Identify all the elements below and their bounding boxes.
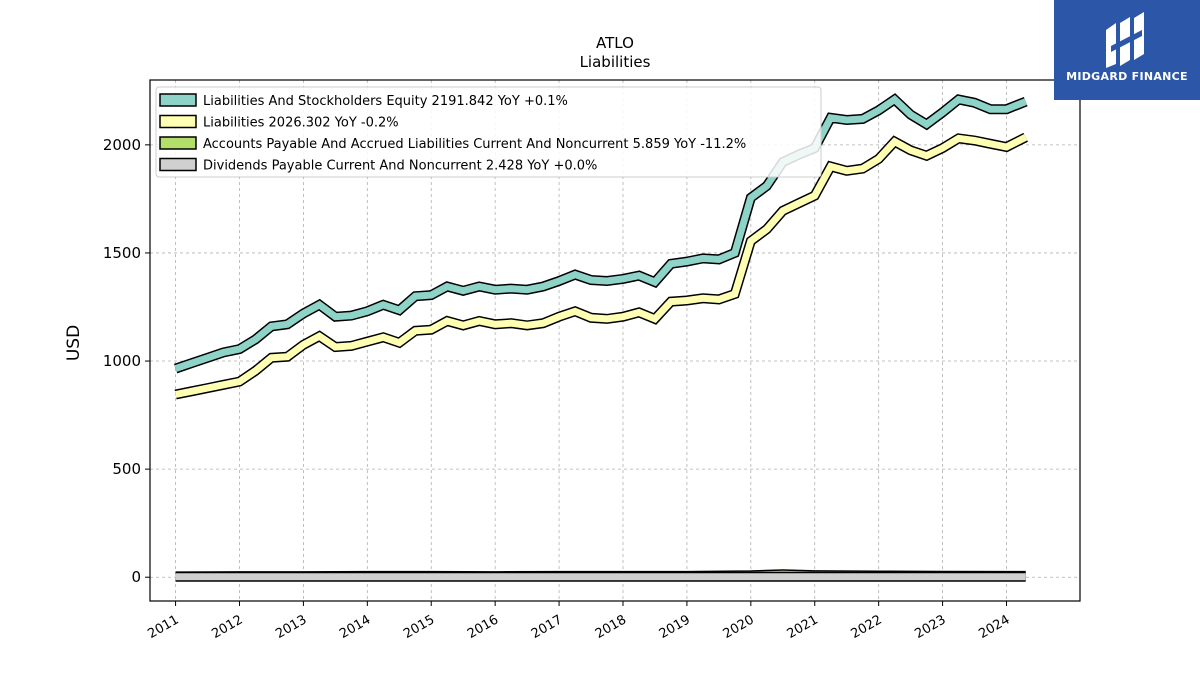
y-tick-label: 1000 bbox=[103, 352, 141, 370]
x-tick-label: 2012 bbox=[209, 612, 245, 642]
y-tick-label: 2000 bbox=[103, 136, 141, 154]
x-tick-label: 2018 bbox=[593, 612, 629, 642]
y-axis: 0 500 1000 1500 2000 bbox=[103, 136, 150, 586]
x-tick-label: 2023 bbox=[912, 612, 948, 642]
legend-label: Accounts Payable And Accrued Liabilities… bbox=[203, 137, 746, 152]
x-tick-label: 2015 bbox=[401, 612, 437, 642]
x-tick-label: 2022 bbox=[848, 612, 884, 642]
series-0 bbox=[173, 93, 1028, 374]
y-tick-label: 500 bbox=[112, 460, 141, 478]
x-tick-label: 2011 bbox=[145, 612, 181, 642]
legend: Liabilities And Stockholders Equity 2191… bbox=[155, 86, 822, 178]
x-tick-label: 2020 bbox=[721, 612, 757, 642]
x-tick-label: 2021 bbox=[785, 612, 821, 642]
x-axis: 2011 2012 2013 2014 2015 2016 2017 2018 2019 2020… bbox=[145, 601, 1012, 642]
brand-logo: MIDGARD FINANCE bbox=[1054, 0, 1200, 100]
legend-swatch bbox=[159, 157, 197, 172]
legend-swatch bbox=[159, 93, 197, 107]
legend-swatch bbox=[159, 136, 197, 150]
legend-label: Dividends Payable Current And Noncurrent… bbox=[203, 159, 597, 174]
x-tick-label: 2016 bbox=[465, 612, 501, 642]
series-line bbox=[174, 134, 1028, 398]
plot-frame bbox=[149, 79, 1081, 602]
series-layer bbox=[173, 93, 1028, 582]
chart-subtitle: Liabilities bbox=[580, 53, 651, 71]
y-axis-label: USD bbox=[64, 325, 84, 361]
brand-name: MIDGARD FINANCE bbox=[1066, 70, 1188, 83]
y-tick-label: 0 bbox=[131, 568, 141, 586]
legend-box bbox=[155, 86, 822, 178]
x-tick-label: 2019 bbox=[657, 612, 693, 642]
x-tick-label: 2014 bbox=[337, 612, 373, 642]
x-tick-label: 2017 bbox=[529, 612, 565, 642]
series-1 bbox=[174, 132, 1028, 400]
legend-label: Liabilities And Stockholders Equity 2191… bbox=[203, 94, 568, 109]
legend-swatch bbox=[159, 114, 197, 129]
x-tick-label: 2013 bbox=[273, 612, 309, 642]
x-tick-label: 2024 bbox=[976, 612, 1012, 642]
chart-title: ATLO bbox=[596, 34, 634, 52]
legend-label: Liabilities 2026.302 YoY -0.2% bbox=[203, 116, 399, 131]
logo-mark-icon bbox=[1106, 12, 1144, 68]
y-tick-label: 1500 bbox=[103, 244, 141, 262]
series-line bbox=[174, 95, 1027, 372]
